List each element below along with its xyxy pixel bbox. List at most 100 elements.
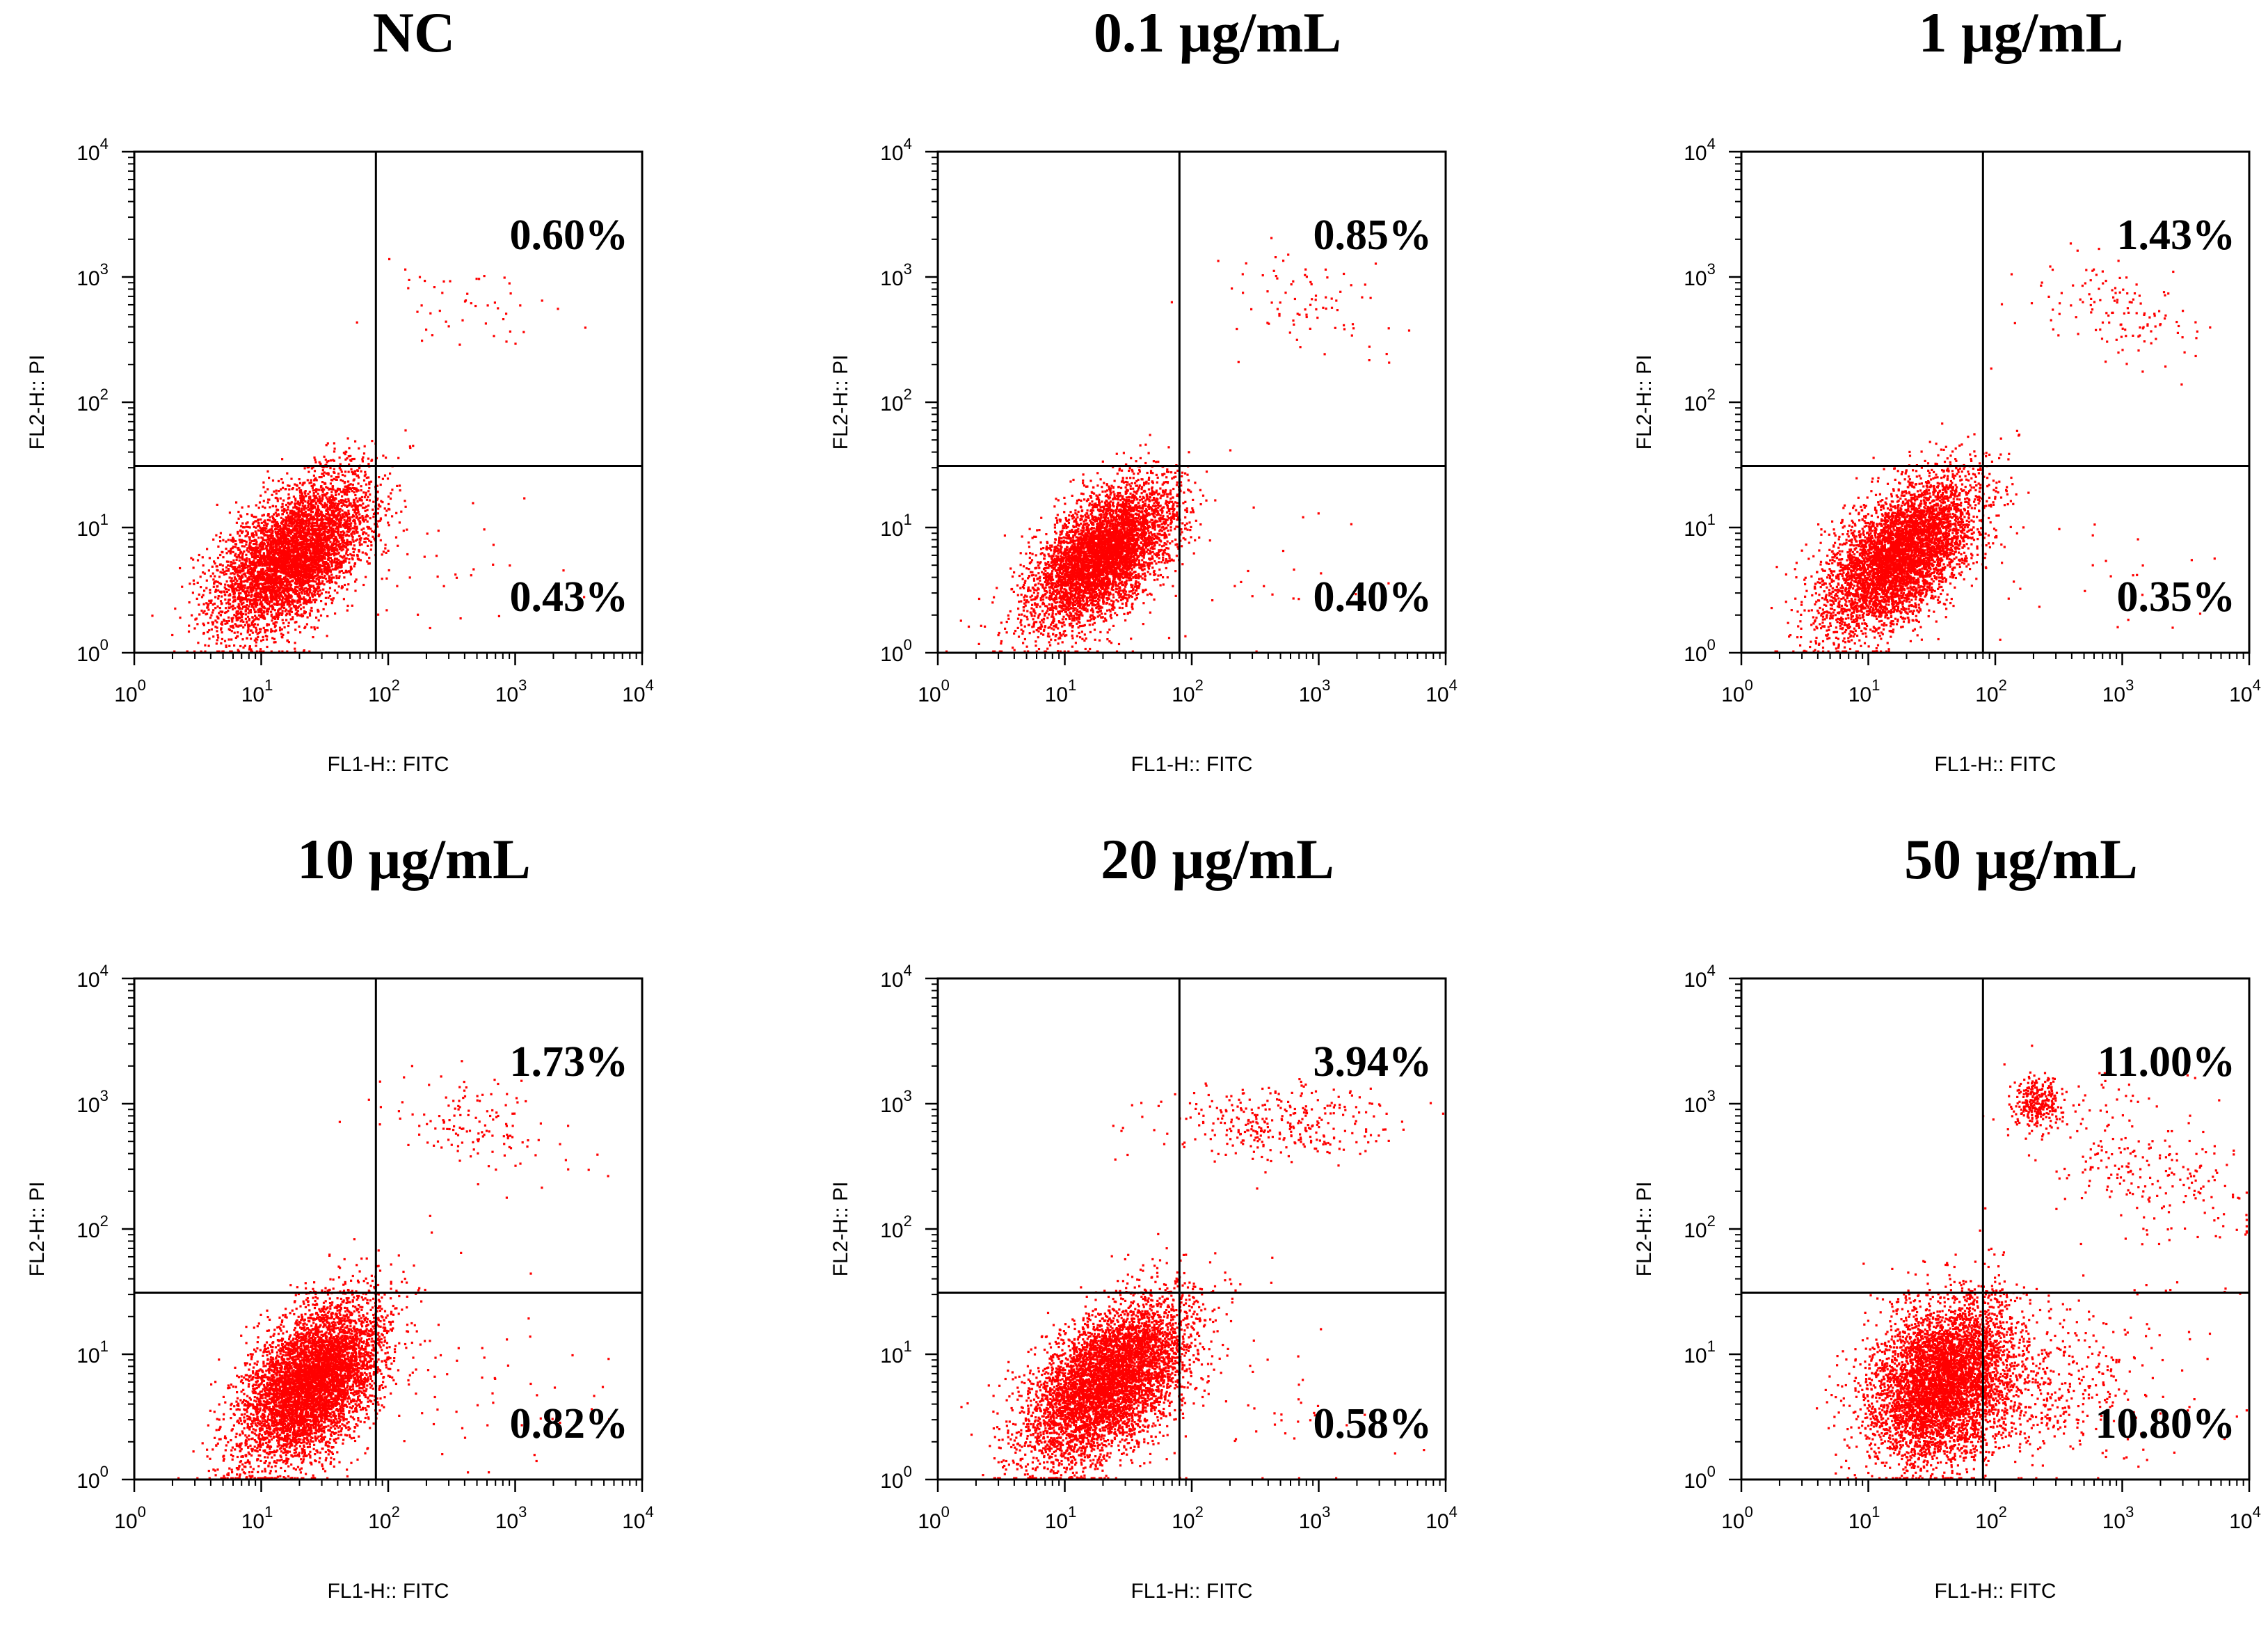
quadrant-label-lower-right: 10.80% — [2095, 1400, 2236, 1447]
population-main — [177, 1215, 462, 1480]
y-tick-label: 103 — [1684, 1087, 1716, 1117]
y-tick-label: 100 — [1684, 1463, 1716, 1493]
population-upper-cluster — [1993, 1063, 2081, 1141]
x-tick-label: 104 — [2229, 1503, 2261, 1533]
x-tick-label: 101 — [241, 676, 273, 706]
y-tick-label: 101 — [77, 1338, 109, 1367]
x-tick-label: 100 — [918, 676, 950, 706]
x-tick-label: 104 — [1426, 676, 1458, 706]
y-tick-label: 102 — [880, 1212, 912, 1242]
quadrant-label-upper-right: 1.73% — [510, 1038, 629, 1086]
y-tick-label: 101 — [880, 511, 912, 541]
y-axis-label: FL2-H:: PI — [26, 1182, 49, 1277]
x-tick-label: 100 — [114, 676, 146, 706]
y-tick-label: 100 — [1684, 636, 1716, 666]
quadrant-label-upper-right: 1.43% — [2117, 212, 2236, 259]
x-tick-label: 103 — [495, 676, 527, 706]
x-tick-label: 101 — [1045, 1503, 1077, 1533]
y-tick-label: 102 — [1684, 1212, 1716, 1242]
x-tick-label: 104 — [2229, 676, 2261, 706]
quadrant-label-upper-right: 3.94% — [1313, 1038, 1432, 1086]
x-tick-label: 104 — [622, 676, 654, 706]
x-axis-label: FL1-H:: FITC — [1934, 1580, 2056, 1603]
x-axis-label: FL1-H:: FITC — [327, 1580, 449, 1603]
y-tick-label: 101 — [1684, 511, 1716, 541]
quadrant-label-upper-right: 11.00% — [2098, 1038, 2235, 1086]
x-tick-label: 102 — [368, 1503, 400, 1533]
y-axis-label: FL2-H:: PI — [829, 1182, 852, 1277]
y-tick-label: 104 — [880, 962, 912, 992]
population-upper — [2001, 242, 2212, 386]
y-tick-label: 101 — [77, 511, 109, 541]
y-tick-label: 101 — [1684, 1338, 1716, 1367]
quadrant-label-lower-right: 0.40% — [1313, 573, 1432, 621]
y-tick-label: 101 — [880, 1338, 912, 1367]
y-axis-label: FL2-H:: PI — [1633, 355, 1656, 450]
y-tick-label: 102 — [1684, 386, 1716, 415]
population-main — [1771, 367, 2030, 653]
x-tick-label: 100 — [918, 1503, 950, 1533]
x-tick-label: 101 — [1045, 676, 1077, 706]
x-tick-label: 101 — [1848, 676, 1880, 706]
x-tick-label: 104 — [1426, 1503, 1458, 1533]
x-tick-label: 102 — [368, 676, 400, 706]
quadrant-label-upper-right: 0.85% — [1313, 212, 1432, 259]
y-tick-label: 104 — [77, 962, 109, 992]
x-tick-label: 101 — [241, 1503, 273, 1533]
x-tick-label: 102 — [1975, 1503, 2007, 1533]
y-axis-label: FL2-H:: PI — [1633, 1182, 1656, 1277]
x-tick-label: 103 — [1299, 1503, 1331, 1533]
y-tick-label: 104 — [77, 135, 109, 165]
y-tick-label: 104 — [880, 135, 912, 165]
y-tick-label: 103 — [77, 260, 109, 290]
x-axis-label: FL1-H:: FITC — [1131, 1580, 1252, 1603]
y-tick-label: 103 — [1684, 260, 1716, 290]
x-tick-label: 100 — [1721, 1503, 1753, 1533]
x-tick-label: 102 — [1172, 1503, 1204, 1533]
y-axis-label: FL2-H:: PI — [26, 355, 49, 450]
y-tick-label: 100 — [77, 636, 109, 666]
y-tick-label: 100 — [880, 1463, 912, 1493]
x-tick-label: 103 — [2102, 676, 2134, 706]
x-axis-label: FL1-H:: FITC — [1131, 753, 1252, 776]
y-tick-label: 103 — [880, 1087, 912, 1117]
quadrant-label-lower-right: 0.82% — [510, 1400, 629, 1447]
x-axis-label: FL1-H:: FITC — [1934, 753, 2056, 776]
population-main — [151, 429, 414, 653]
x-tick-label: 104 — [622, 1503, 654, 1533]
x-tick-label: 102 — [1975, 676, 2007, 706]
x-tick-label: 103 — [495, 1503, 527, 1533]
y-axis-label: FL2-H:: PI — [829, 355, 852, 450]
quadrant-label-upper-right: 0.60% — [510, 212, 629, 259]
quadrant-label-lower-right: 0.35% — [2117, 573, 2236, 621]
x-tick-label: 103 — [1299, 676, 1331, 706]
x-tick-label: 100 — [1721, 676, 1753, 706]
y-tick-label: 102 — [77, 1212, 109, 1242]
y-tick-label: 102 — [77, 386, 109, 415]
x-axis-label: FL1-H:: FITC — [327, 753, 449, 776]
x-tick-label: 100 — [114, 1503, 146, 1533]
y-tick-label: 103 — [880, 260, 912, 290]
x-tick-label: 102 — [1172, 676, 1204, 706]
x-tick-label: 101 — [1848, 1503, 1880, 1533]
y-tick-label: 100 — [880, 636, 912, 666]
y-tick-label: 104 — [1684, 135, 1716, 165]
y-tick-label: 104 — [1684, 962, 1716, 992]
x-tick-label: 103 — [2102, 1503, 2134, 1533]
population-main — [960, 1233, 1273, 1480]
quadrant-label-lower-right: 0.43% — [510, 573, 629, 621]
y-tick-label: 100 — [77, 1463, 109, 1493]
y-tick-label: 102 — [880, 386, 912, 415]
